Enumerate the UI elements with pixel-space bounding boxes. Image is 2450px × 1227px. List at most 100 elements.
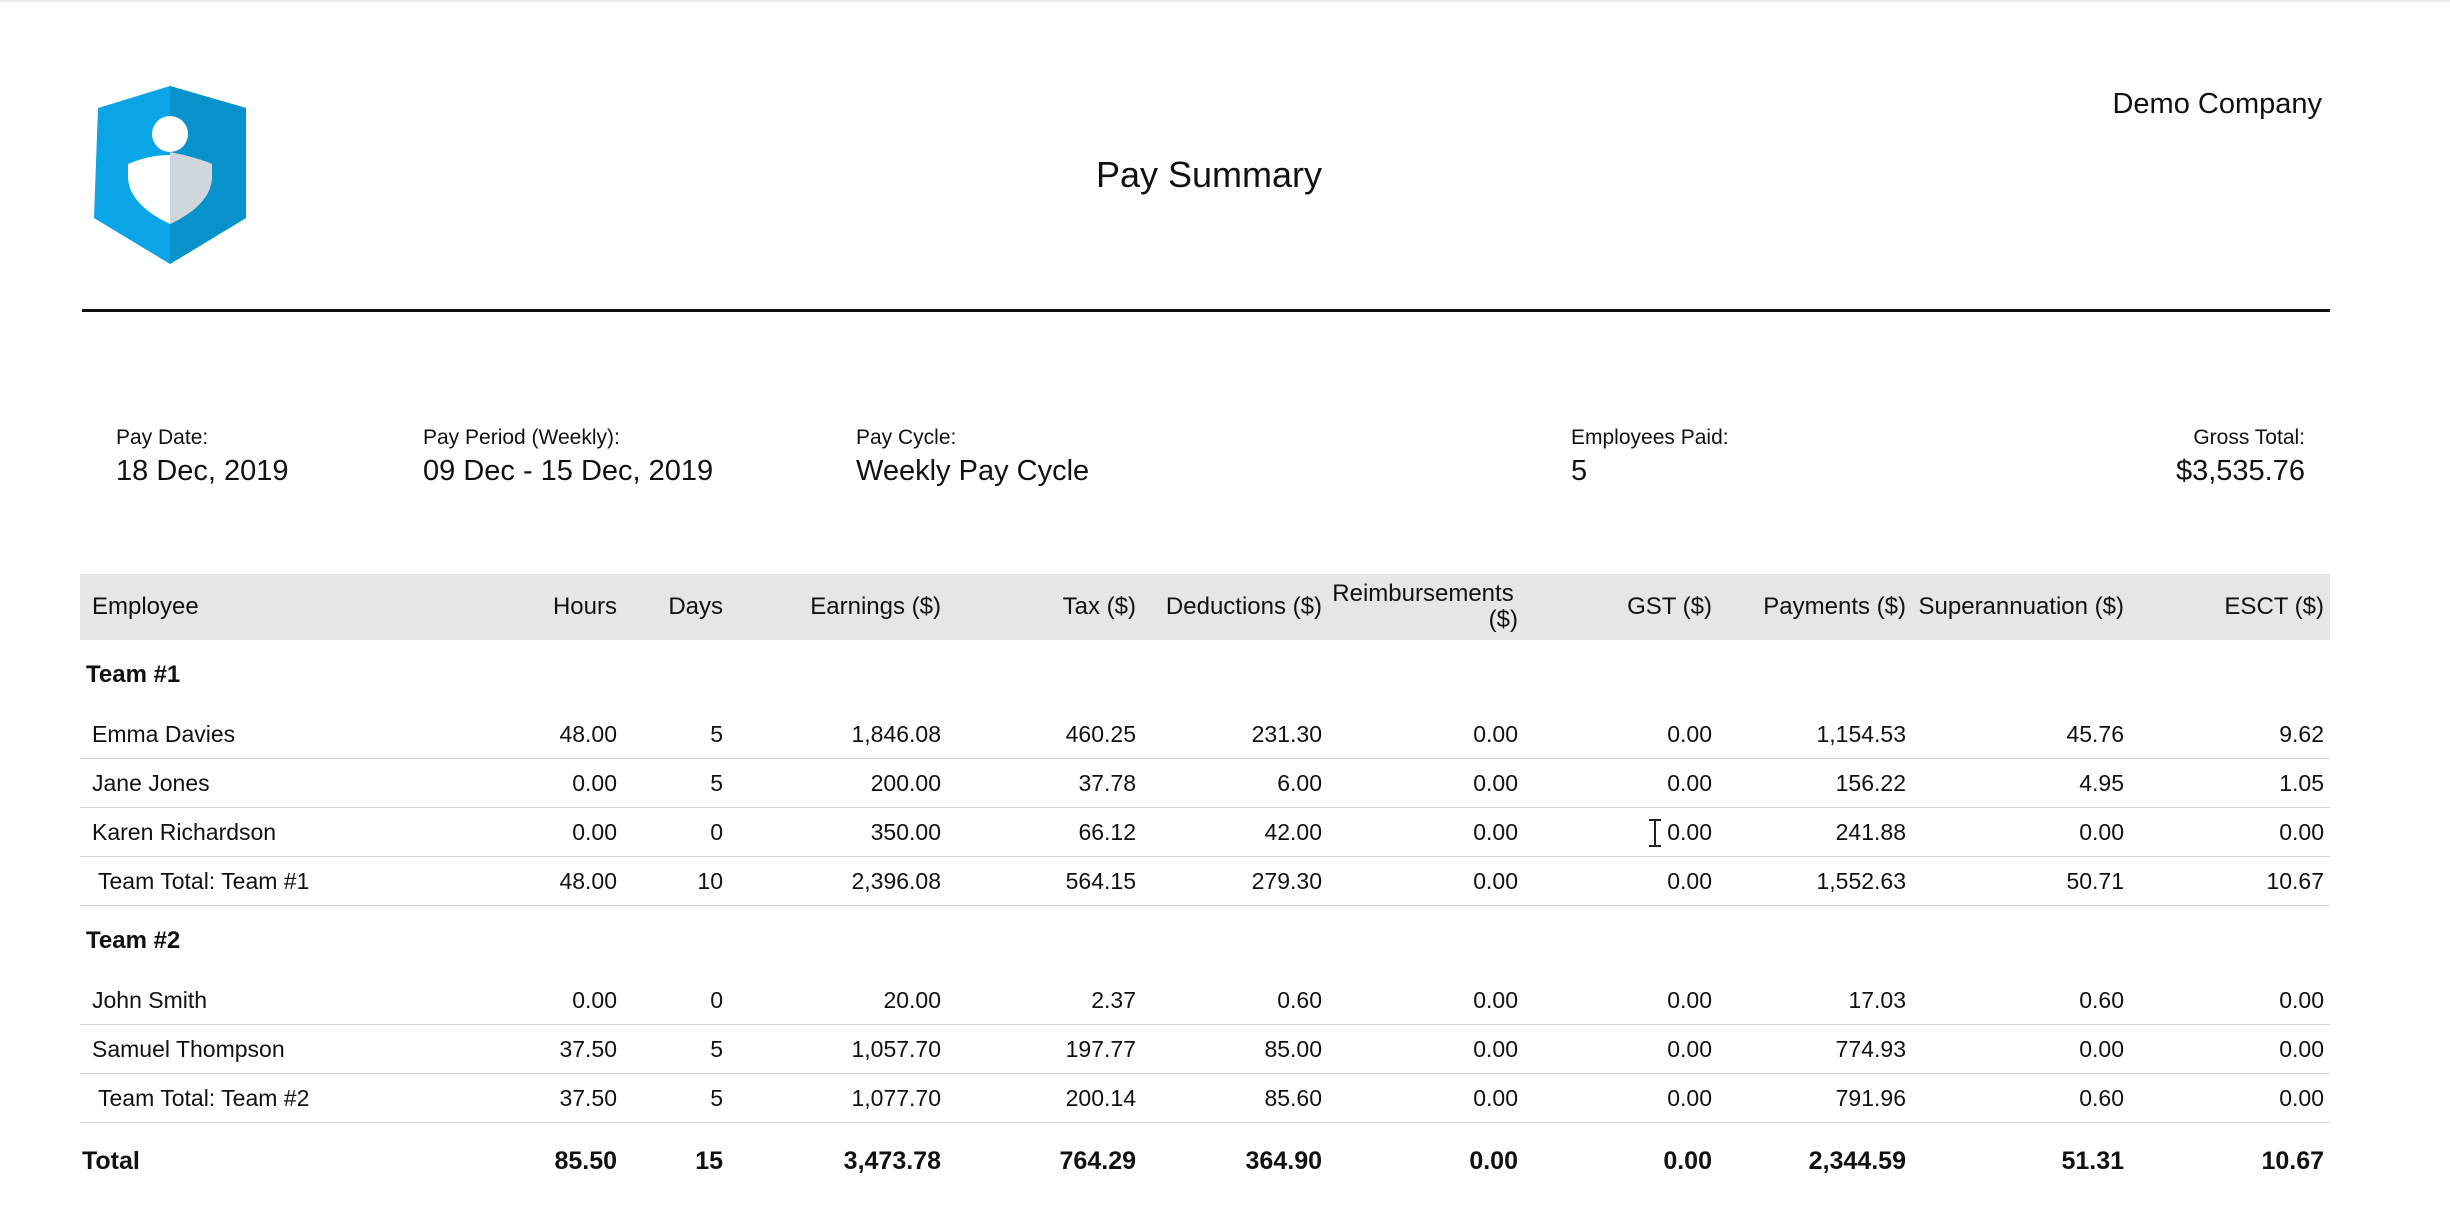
cell-payments: 1,154.53 <box>1718 710 1912 759</box>
col-superannuation: Superannuation ($) <box>1918 593 2124 620</box>
employees-paid-label: Employees Paid: <box>1571 426 1729 449</box>
page-title: Pay Summary <box>1095 154 1323 195</box>
cell-gst: 0.00 <box>1524 1024 1718 1074</box>
cell-earnings: 2,396.08 <box>729 856 947 906</box>
cell-tax: 564.15 <box>947 856 1142 906</box>
cell-esct: 0.00 <box>2130 976 2330 1025</box>
cell-days: 5 <box>623 1024 729 1074</box>
cell-payments: 17.03 <box>1718 976 1912 1025</box>
cell-earnings: 20.00 <box>729 976 947 1025</box>
cell-tax: 764.29 <box>1059 1146 1136 1175</box>
cell-hours: 0.00 <box>430 758 623 808</box>
cell-days: 5 <box>623 1073 729 1123</box>
cell-gst: 0.00 <box>1524 1073 1718 1123</box>
cell-employee: Jane Jones <box>80 758 430 808</box>
cell-tax: 66.12 <box>947 807 1142 857</box>
cell-employee: John Smith <box>80 976 430 1025</box>
employees-paid-value: 5 <box>1571 455 1588 487</box>
pay-cycle-label: Pay Cycle: <box>856 426 957 449</box>
cell-hours: 37.50 <box>430 1024 623 1074</box>
cell-deductions: 85.60 <box>1142 1073 1328 1123</box>
top-border <box>0 0 2450 2</box>
cell-superannuation: 50.71 <box>1912 856 2130 906</box>
pay-summary-table-container: Employee Hours Days Earnings ($) Tax ($)… <box>80 574 2330 1199</box>
cell-employee: Total <box>82 1146 140 1175</box>
team-total-row: Team Total: Team #2 37.50 5 1,077.70 200… <box>80 1073 2330 1123</box>
cell-days: 0 <box>623 807 729 857</box>
col-gst: GST ($) <box>1627 593 1712 620</box>
col-earnings: Earnings ($) <box>810 593 941 620</box>
cell-esct: 0.00 <box>2130 1024 2330 1074</box>
cell-tax: 200.14 <box>947 1073 1142 1123</box>
cell-payments: 241.88 <box>1718 807 1912 857</box>
cell-employee: Emma Davies <box>80 710 430 759</box>
cell-gst: 0.00 <box>1524 976 1718 1025</box>
cell-reimbursements: 0.00 <box>1328 1073 1524 1123</box>
cell-deductions: 279.30 <box>1142 856 1328 906</box>
cell-earnings: 3,473.78 <box>843 1146 941 1175</box>
col-payments: Payments ($) <box>1763 593 1906 620</box>
cell-payments: 1,552.63 <box>1718 856 1912 906</box>
pay-date-label: Pay Date: <box>116 426 209 449</box>
col-esct: ESCT ($) <box>2224 593 2324 620</box>
cell-days: 5 <box>623 710 729 759</box>
cell-hours: 48.00 <box>430 710 623 759</box>
cell-employee: Karen Richardson <box>80 807 430 857</box>
table-row: Samuel Thompson 37.50 5 1,057.70 197.77 … <box>80 1024 2330 1074</box>
cell-esct: 1.05 <box>2130 758 2330 808</box>
cell-reimbursements: 0.00 <box>1328 856 1524 906</box>
group-name: Team #2 <box>86 927 181 954</box>
cell-deductions: 0.60 <box>1142 976 1328 1025</box>
col-reimbursements: Reimbursements ($) <box>1328 574 1524 640</box>
cell-days: 5 <box>623 758 729 808</box>
table-header-row: Employee Hours Days Earnings ($) Tax ($)… <box>80 574 2330 640</box>
cell-esct: 10.67 <box>2130 856 2330 906</box>
col-reimbursements-line2: ($) <box>1488 606 1518 633</box>
cell-esct: 9.62 <box>2130 710 2330 759</box>
cell-earnings: 350.00 <box>729 807 947 857</box>
col-tax: Tax ($) <box>1062 593 1136 620</box>
cell-tax: 197.77 <box>947 1024 1142 1074</box>
col-employee: Employee <box>92 593 199 620</box>
pay-cycle-value: Weekly Pay Cycle <box>856 455 1090 487</box>
cell-deductions: 231.30 <box>1142 710 1328 759</box>
pay-period-label: Pay Period (Weekly): <box>423 426 620 449</box>
cell-payments: 156.22 <box>1718 758 1912 808</box>
cell-earnings: 1,846.08 <box>729 710 947 759</box>
cell-earnings: 1,077.70 <box>729 1073 947 1123</box>
pay-summary-table: Employee Hours Days Earnings ($) Tax ($)… <box>80 574 2330 1199</box>
table-row: Karen Richardson 0.00 0 350.00 66.12 42.… <box>80 807 2330 857</box>
cell-employee: Samuel Thompson <box>80 1024 430 1074</box>
cell-reimbursements: 0.00 <box>1328 1024 1524 1074</box>
table-row: Jane Jones 0.00 5 200.00 37.78 6.00 0.00… <box>80 758 2330 808</box>
cell-deductions: 85.00 <box>1142 1024 1328 1074</box>
cell-payments: 791.96 <box>1718 1073 1912 1123</box>
cell-superannuation: 0.60 <box>1912 1073 2130 1123</box>
company-name: Demo Company <box>2112 88 2322 120</box>
cell-tax: 37.78 <box>947 758 1142 808</box>
cell-earnings: 200.00 <box>729 758 947 808</box>
cell-tax: 460.25 <box>947 710 1142 759</box>
cell-reimbursements: 0.00 <box>1328 807 1524 857</box>
col-deductions: Deductions ($) <box>1165 593 1322 620</box>
cell-payments: 2,344.59 <box>1808 1146 1906 1175</box>
cell-reimbursements: 0.00 <box>1328 976 1524 1025</box>
cell-employee: Team Total: Team #1 <box>80 856 430 906</box>
header-divider <box>82 309 2330 312</box>
cell-gst: 0.00 <box>1524 807 1718 857</box>
cell-days: 0 <box>623 976 729 1025</box>
table-row: Emma Davies 48.00 5 1,846.08 460.25 231.… <box>80 710 2330 759</box>
cell-reimbursements: 0.00 <box>1469 1146 1518 1175</box>
cell-employee: Team Total: Team #2 <box>80 1073 430 1123</box>
cell-superannuation: 51.31 <box>2061 1146 2124 1175</box>
cell-deductions: 364.90 <box>1245 1146 1322 1175</box>
cell-days: 15 <box>695 1146 723 1175</box>
cell-gst: 0.00 <box>1663 1146 1712 1175</box>
gross-total-value: $3,535.76 <box>2175 455 2305 487</box>
cell-tax: 2.37 <box>947 976 1142 1025</box>
cell-gst: 0.00 <box>1524 710 1718 759</box>
col-reimbursements-line1: Reimbursements <box>1332 580 1514 607</box>
gross-total-label: Gross Total: <box>2193 426 2305 449</box>
cell-deductions: 42.00 <box>1142 807 1328 857</box>
group-name: Team #1 <box>86 661 181 688</box>
